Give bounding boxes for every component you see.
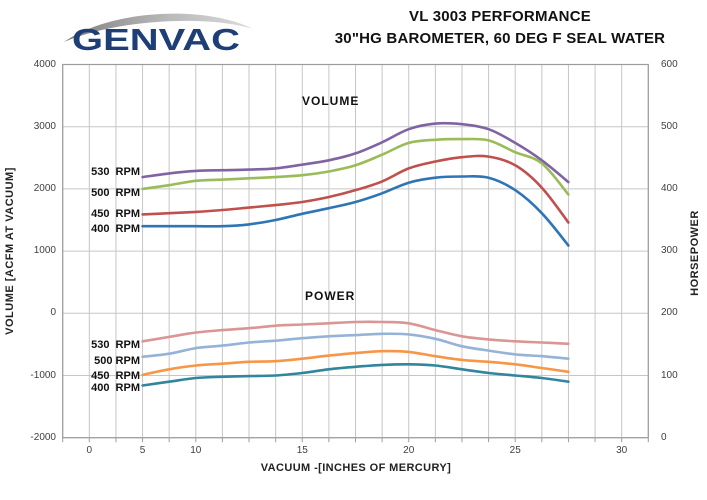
volume-series-label: 450 RPM — [91, 208, 140, 220]
y-right-tick-label: 600 — [661, 58, 678, 70]
volume-group-label: VOLUME — [302, 94, 360, 108]
y-left-tick-label: 3000 — [33, 120, 56, 132]
volume-curve-450-rpm — [141, 154, 570, 224]
power-series-label: 450 RPM — [91, 370, 140, 382]
y-right-tick-label: 200 — [661, 307, 678, 319]
power-curve-400-rpm — [141, 362, 570, 387]
x-tick-label: 20 — [403, 445, 415, 456]
y-left-tick-label: -1000 — [30, 369, 56, 381]
y-right-tick-label: 0 — [661, 431, 667, 443]
logo-graphic: GENVAC — [64, 13, 253, 56]
logo-text: GENVAC — [72, 22, 240, 56]
logo-swoosh-icon — [64, 13, 253, 42]
power-series-label: 400 RPM — [91, 382, 140, 394]
volume-series-label: 500 RPM — [91, 187, 140, 199]
x-tick-label: 5 — [139, 445, 146, 456]
x-tick-label: 15 — [296, 445, 308, 456]
y-right-tick-label: 400 — [661, 182, 678, 194]
power-curve-500-rpm — [141, 332, 570, 360]
volume-curve-500-rpm — [141, 137, 570, 196]
y-left-tick-label: 2000 — [33, 182, 56, 194]
y-axis-left-title: VOLUME [ACFM AT VACUUM] — [4, 167, 16, 335]
x-tick-label: 30 — [616, 445, 628, 456]
power-series-label: 500 RPM — [94, 355, 140, 367]
plot-border — [62, 63, 649, 439]
y-right-tick-label: 300 — [661, 245, 678, 257]
volume-curve-400-rpm — [141, 174, 570, 247]
power-series-label: 530 RPM — [91, 339, 140, 351]
power-curve-450-rpm — [141, 349, 570, 377]
volume-series-label: 400 RPM — [91, 223, 140, 235]
y-left-tick-label: 0 — [50, 307, 56, 319]
x-tick-label: 10 — [190, 445, 202, 456]
y-left-tick-label: -2000 — [30, 431, 56, 443]
y-right-tick-label: 100 — [661, 369, 678, 381]
chart-title-line2: 30"HG BAROMETER, 60 DEG F SEAL WATER — [334, 30, 666, 47]
x-tick-label: 0 — [86, 445, 93, 456]
power-group-label: POWER — [305, 289, 356, 303]
genvac-logo: GENVAC — [56, 2, 256, 56]
chart-title-block: VL 3003 PERFORMANCE 30"HG BAROMETER, 60 … — [300, 6, 700, 50]
y-left-tick-label: 4000 — [33, 58, 56, 70]
volume-curve-530-rpm — [141, 121, 570, 184]
y-right-tick-label: 500 — [661, 120, 678, 132]
y-left-tick-label: 1000 — [33, 245, 56, 257]
x-axis-title: VACUUM -[INCHES OF MERCURY] — [260, 462, 452, 474]
volume-series-label: 530 RPM — [91, 166, 140, 178]
chart-title-line1: VL 3003 PERFORMANCE — [409, 8, 591, 25]
x-tick-label: 25 — [509, 445, 521, 456]
power-curve-530-rpm — [141, 320, 570, 346]
